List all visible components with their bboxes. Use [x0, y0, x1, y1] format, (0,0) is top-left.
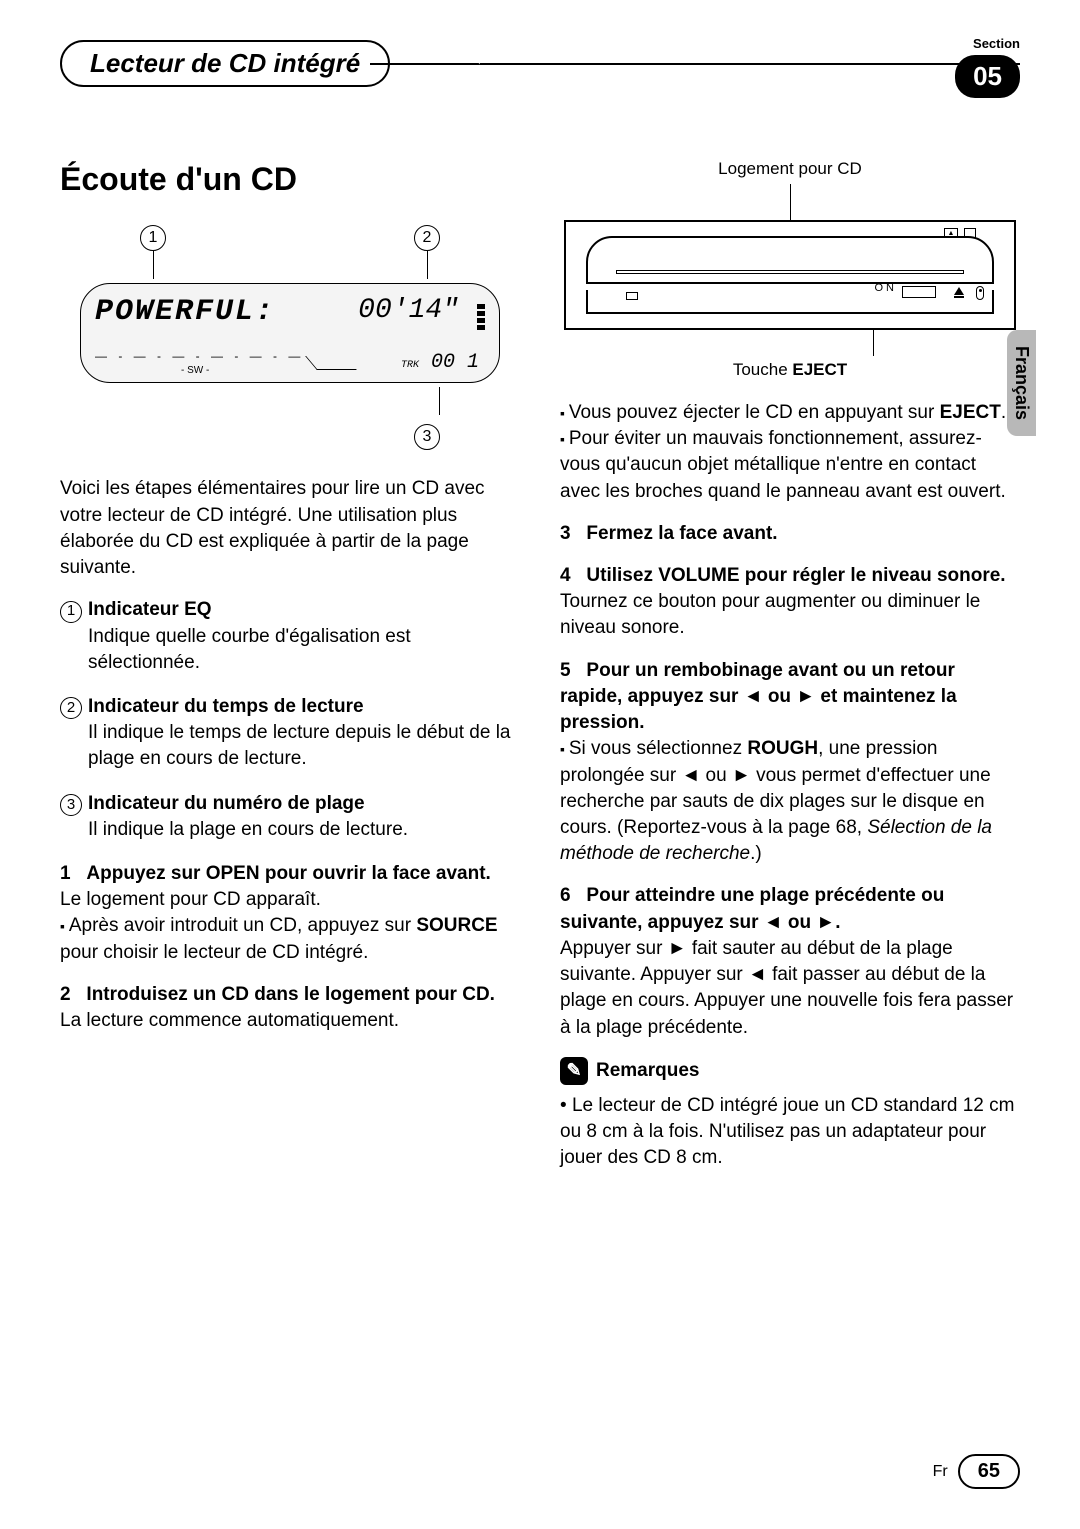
right-bullet-1: Vous pouvez éjecter le CD en appuyant su… [560, 400, 1020, 426]
arrow-left-icon [681, 765, 700, 786]
language-tab: Français [1007, 330, 1036, 436]
section-box: Section 05 [955, 36, 1020, 98]
step-6-body: Appuyer sur fait sauter au début de la p… [560, 936, 1020, 1041]
step-2: 2 Introduisez un CD dans le logement pou… [60, 982, 520, 1034]
arrow-right-icon [796, 686, 815, 707]
cd-slot-caption: Logement pour CD [560, 157, 1020, 180]
cd-slot-diagram: ▲ O N [564, 220, 1016, 330]
callout-3: 3 [414, 424, 440, 450]
pencil-icon: ✎ [560, 1057, 588, 1085]
step-1: 1 Appuyez sur OPEN pour ouvrir la face a… [60, 861, 520, 966]
step-5-bullet: Si vous sélectionnez ROUGH, une pression… [560, 736, 1020, 867]
lcd-figure: 1 2 POWERFUL: 00'14" TRK 00 1 - SW - — -… [80, 225, 500, 450]
eject-symbol-icon [954, 287, 964, 298]
header-rule-left [370, 63, 480, 65]
header-rule-right [480, 63, 1020, 65]
right-column: Logement pour CD ▲ O N Touche EJECT Vous… [560, 157, 1020, 1171]
indicator-3: 3Indicateur du numéro de plage Il indiqu… [60, 791, 520, 843]
grill-icon [902, 286, 936, 298]
arrow-left-icon [764, 912, 783, 933]
chapter-header: Lecteur de CD intégré [60, 40, 1020, 87]
section-number-badge: 05 [955, 55, 1020, 98]
footer-lang: Fr [933, 1463, 948, 1481]
arrow-left-icon [748, 964, 767, 985]
lcd-time: 00'14" [358, 292, 459, 331]
chapter-title: Lecteur de CD intégré [60, 40, 390, 87]
lcd-sw-label: - SW - [181, 364, 209, 378]
lcd-display: POWERFUL: 00'14" TRK 00 1 - SW - — - — -… [80, 283, 500, 383]
eject-caption: Touche EJECT [560, 358, 1020, 381]
callout-2: 2 [414, 225, 440, 251]
on-label: O N [874, 281, 894, 296]
content-columns: Écoute d'un CD 1 2 POWERFUL: 00'14" TRK … [60, 157, 1020, 1171]
intro-paragraph: Voici les étapes élémentaires pour lire … [60, 476, 520, 581]
step-6: 6 Pour atteindre une plage précédente ou… [560, 883, 1020, 1040]
arrow-left-icon [744, 686, 763, 707]
lcd-bars-icon [477, 304, 485, 330]
right-bullet-2: Pour éviter un mauvais fonctionnement, a… [560, 426, 1020, 505]
indicator-2: 2Indicateur du temps de lecture Il indiq… [60, 694, 520, 773]
indicator-1: 1Indicateur EQ Indique quelle courbe d'é… [60, 597, 520, 676]
note-1: Le lecteur de CD intégré joue un CD stan… [560, 1093, 1020, 1172]
step-3: 3 Fermez la face avant. [560, 521, 1020, 547]
page-title: Écoute d'un CD [60, 157, 520, 201]
arrow-right-icon [732, 765, 751, 786]
callout-1: 1 [140, 225, 166, 251]
arrow-right-icon [668, 938, 687, 959]
lcd-slope-icon [305, 356, 357, 370]
section-label: Section [955, 36, 1020, 51]
notch-icon [626, 292, 638, 300]
step-5: 5 Pour un rembobinage avant ou un retour… [560, 658, 1020, 868]
left-column: Écoute d'un CD 1 2 POWERFUL: 00'14" TRK … [60, 157, 520, 1171]
arrow-right-icon [816, 912, 835, 933]
reset-hole-icon [976, 286, 984, 300]
lcd-dashes: — - — - — - — - — - — [95, 348, 304, 365]
lcd-track: TRK 00 1 [401, 349, 479, 377]
cd-slit-icon [616, 270, 964, 274]
notes-heading: ✎ Remarques [560, 1057, 1020, 1085]
page-number: 65 [958, 1454, 1020, 1489]
cd-slot-figure: Logement pour CD ▲ O N Touche EJECT [560, 157, 1020, 382]
step-1-bullet: Après avoir introduit un CD, appuyez sur… [60, 913, 520, 965]
step-4: 4 Utilisez VOLUME pour régler le niveau … [560, 563, 1020, 642]
page-footer: Fr 65 [933, 1454, 1020, 1489]
